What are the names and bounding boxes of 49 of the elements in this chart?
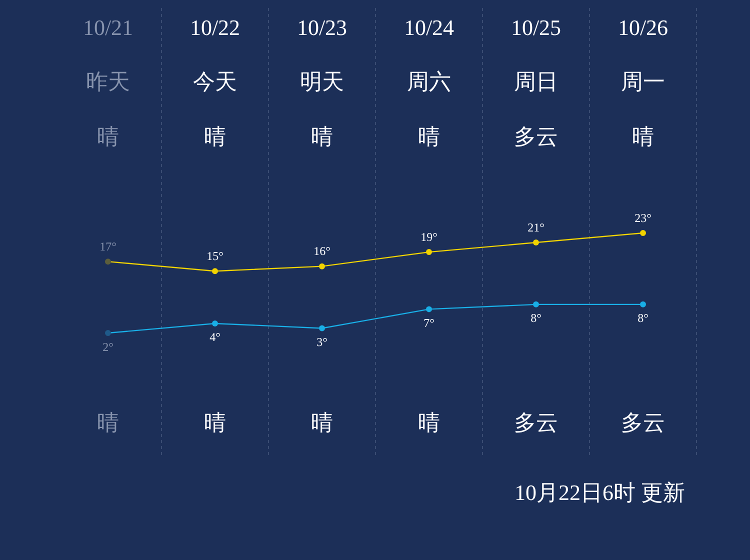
data-label: 15° <box>206 248 224 263</box>
point <box>426 306 432 312</box>
point <box>533 301 539 308</box>
text: 周六 <box>407 69 451 94</box>
text: 晴 <box>204 124 226 150</box>
text: 晴 <box>97 124 119 150</box>
text: 晴 <box>97 410 119 436</box>
data-label: 2° <box>102 340 114 354</box>
point <box>426 249 432 256</box>
data-label: 8° <box>530 311 542 326</box>
text: 晴 <box>632 124 654 150</box>
x-tick-label: 10/24 <box>404 15 454 40</box>
x-tick-label: 10/21 <box>82 15 134 40</box>
data-label: 17° <box>100 239 117 254</box>
data-label: 4° <box>210 330 221 344</box>
text: 晴 <box>204 410 226 436</box>
x-tick-label: 10/26 <box>618 15 668 40</box>
text: 多云 <box>621 410 665 436</box>
data-label: 7° <box>424 316 435 330</box>
point <box>212 320 218 326</box>
point <box>212 268 218 274</box>
data-label: 19° <box>420 230 438 244</box>
x-tick-label: 10/25 <box>510 15 562 40</box>
text: 多云 <box>514 410 558 436</box>
data-label: 23° <box>634 210 652 225</box>
point <box>105 330 111 336</box>
point <box>105 258 111 265</box>
data-label: 8° <box>638 311 649 326</box>
text: 晴 <box>311 410 333 436</box>
point <box>319 263 325 270</box>
text: 昨天 <box>86 69 130 94</box>
text: 周日 <box>514 69 558 94</box>
text: 晴 <box>418 410 440 436</box>
point <box>319 325 325 332</box>
text: 晴 <box>311 124 333 150</box>
text: 晴 <box>418 124 440 150</box>
text: 今天 <box>193 69 237 94</box>
x-tick-label: 10/23 <box>296 15 348 40</box>
point <box>533 240 539 246</box>
text: 多云 <box>514 124 558 150</box>
data-label: 21° <box>528 220 545 234</box>
text: 明天 <box>300 69 344 94</box>
point <box>640 230 646 236</box>
data-label: 3° <box>316 334 328 349</box>
data-label: 16° <box>314 244 331 258</box>
x-tick-label: 10/22 <box>190 15 240 40</box>
text: 10月22日6时 更新 <box>514 480 685 506</box>
text: 周一 <box>621 69 665 94</box>
point <box>640 301 646 308</box>
